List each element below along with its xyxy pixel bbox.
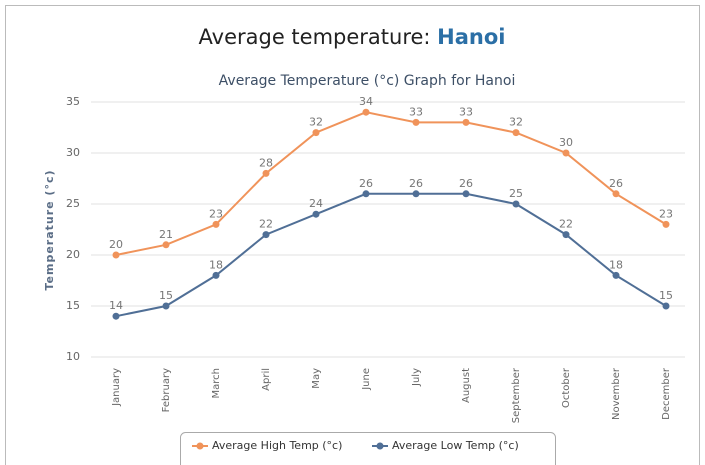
point <box>362 190 370 198</box>
point <box>162 241 170 249</box>
title-text: Average temperature: <box>199 25 431 49</box>
data-label: 15 <box>159 289 173 302</box>
point <box>212 220 220 228</box>
legend-box <box>180 432 556 465</box>
point <box>312 210 320 218</box>
point <box>612 271 620 279</box>
point <box>662 220 670 228</box>
data-label: 26 <box>409 177 423 190</box>
point <box>362 108 370 116</box>
y-tick-label: 35 <box>66 95 80 108</box>
data-label: 26 <box>359 177 373 190</box>
point <box>162 302 170 310</box>
frame <box>5 5 700 465</box>
y-tick-label: 25 <box>66 197 80 210</box>
x-tick-label: December <box>661 367 672 420</box>
point <box>262 169 270 177</box>
x-tick-label: July <box>411 368 422 387</box>
data-label: 32 <box>309 116 323 129</box>
data-label: 33 <box>459 105 473 118</box>
y-tick-label: 20 <box>66 248 80 261</box>
point <box>562 231 570 239</box>
data-label: 21 <box>159 228 173 241</box>
x-tick-label: March <box>211 368 222 398</box>
point <box>262 231 270 239</box>
point <box>512 129 520 137</box>
data-label: 30 <box>559 136 573 149</box>
legend-marker <box>376 442 384 450</box>
data-label: 22 <box>559 218 573 231</box>
data-label: 23 <box>659 207 673 220</box>
data-label: 32 <box>509 116 523 129</box>
page-title: Average temperature: Hanoi <box>199 25 506 49</box>
point <box>462 190 470 198</box>
x-tick-label: October <box>561 367 572 408</box>
x-tick-label: September <box>511 367 522 423</box>
y-tick-label: 15 <box>66 299 80 312</box>
data-label: 33 <box>409 105 423 118</box>
data-label: 23 <box>209 207 223 220</box>
point <box>612 190 620 198</box>
x-tick-label: January <box>111 368 122 407</box>
point <box>512 200 520 208</box>
y-axis-label: Temperature (°c) <box>43 169 56 290</box>
data-label: 28 <box>259 156 273 169</box>
x-tick-label: April <box>261 368 272 391</box>
x-tick-label: May <box>311 368 322 389</box>
point <box>112 251 120 259</box>
point <box>562 149 570 157</box>
point <box>412 190 420 198</box>
legend-marker <box>196 442 204 450</box>
point <box>312 129 320 137</box>
data-label: 26 <box>459 177 473 190</box>
y-tick-label: 30 <box>66 146 80 159</box>
point <box>112 312 120 320</box>
data-label: 26 <box>609 177 623 190</box>
x-tick-label: June <box>361 368 372 391</box>
data-label: 20 <box>109 238 123 251</box>
series-line <box>115 111 667 256</box>
data-label: 24 <box>309 197 323 210</box>
data-label: 14 <box>109 299 123 312</box>
legend-label: Average High Temp (°c) <box>212 439 342 452</box>
data-label: 22 <box>259 218 273 231</box>
point <box>412 118 420 126</box>
point <box>662 302 670 310</box>
title-city: Hanoi <box>437 25 505 49</box>
data-label: 18 <box>609 258 623 271</box>
x-tick-label: August <box>461 368 472 403</box>
x-tick-label: February <box>161 368 172 412</box>
legend-label: Average Low Temp (°c) <box>392 439 519 452</box>
data-label: 25 <box>509 187 523 200</box>
y-tick-label: 10 <box>66 350 80 363</box>
chart-title: Average Temperature (°c) Graph for Hanoi <box>219 73 516 89</box>
x-tick-label: November <box>611 367 622 420</box>
data-label: 34 <box>359 95 373 108</box>
data-label: 15 <box>659 289 673 302</box>
point <box>212 271 220 279</box>
point <box>462 118 470 126</box>
series-line <box>115 192 667 318</box>
data-label: 18 <box>209 258 223 271</box>
